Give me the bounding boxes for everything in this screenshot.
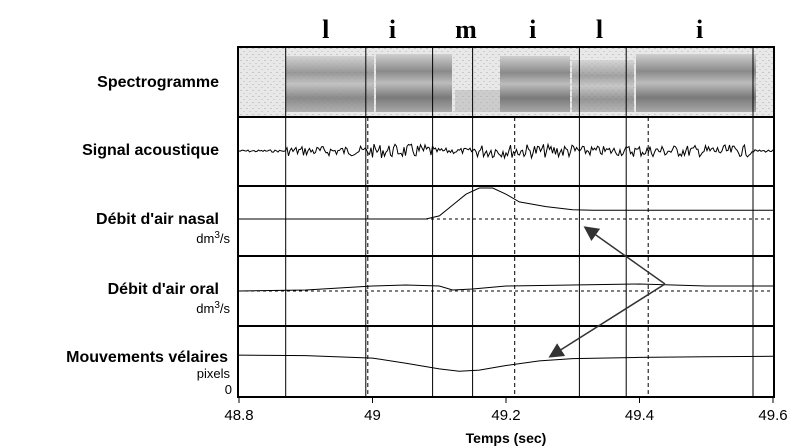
panel-label-spectrogram: Spectrogramme: [97, 74, 219, 91]
panel-zero-velum: 0: [225, 382, 232, 397]
panel-label-nasal: Débit d'air nasal: [96, 211, 219, 228]
x-axis-title: Temps (sec): [466, 430, 547, 446]
acoustic-waveform: [238, 142, 774, 160]
physiological-curves: [238, 187, 774, 372]
oral-airflow-curve: [238, 283, 773, 292]
panel-label-velum: Mouvements vélaires: [66, 349, 228, 366]
panel-unit-nasal: dm3/s: [196, 230, 230, 246]
annotation-arrows: [548, 226, 666, 358]
x-tick-label: 49.2: [491, 407, 520, 424]
panel-label-oral: Débit d'air oral: [108, 281, 219, 298]
segment-boundaries: [285, 47, 754, 397]
panel-unit-oral: dm3/s: [196, 300, 230, 316]
panel-unit-velum: pixels: [197, 366, 231, 381]
segment-label: l: [322, 15, 329, 44]
nasal-airflow-curve: [239, 187, 773, 220]
spectrogram-image: [239, 48, 773, 116]
acoustic-signal-trace: [238, 142, 774, 160]
x-tick-label: 49: [364, 407, 381, 424]
x-tick-label: 49.4: [625, 407, 654, 424]
x-tick-label: 49.6: [758, 407, 787, 424]
velum-movement-curve: [238, 354, 774, 372]
x-axis-ticks: 48.8 49 49.2 49.4 49.6: [224, 397, 788, 424]
x-tick-label: 48.8: [224, 407, 253, 424]
segment-label: m: [455, 15, 477, 44]
segment-label: i: [529, 15, 536, 44]
segment-labels: l i m i l i: [322, 15, 703, 44]
segment-label: l: [596, 15, 603, 44]
panel-label-acoustic: Signal acoustique: [82, 142, 219, 159]
segment-label: i: [389, 15, 396, 44]
panel-baselines: [239, 218, 773, 292]
segment-label: i: [696, 15, 703, 44]
panel-labels: Spectrogramme Signal acoustique Débit d'…: [66, 74, 232, 397]
